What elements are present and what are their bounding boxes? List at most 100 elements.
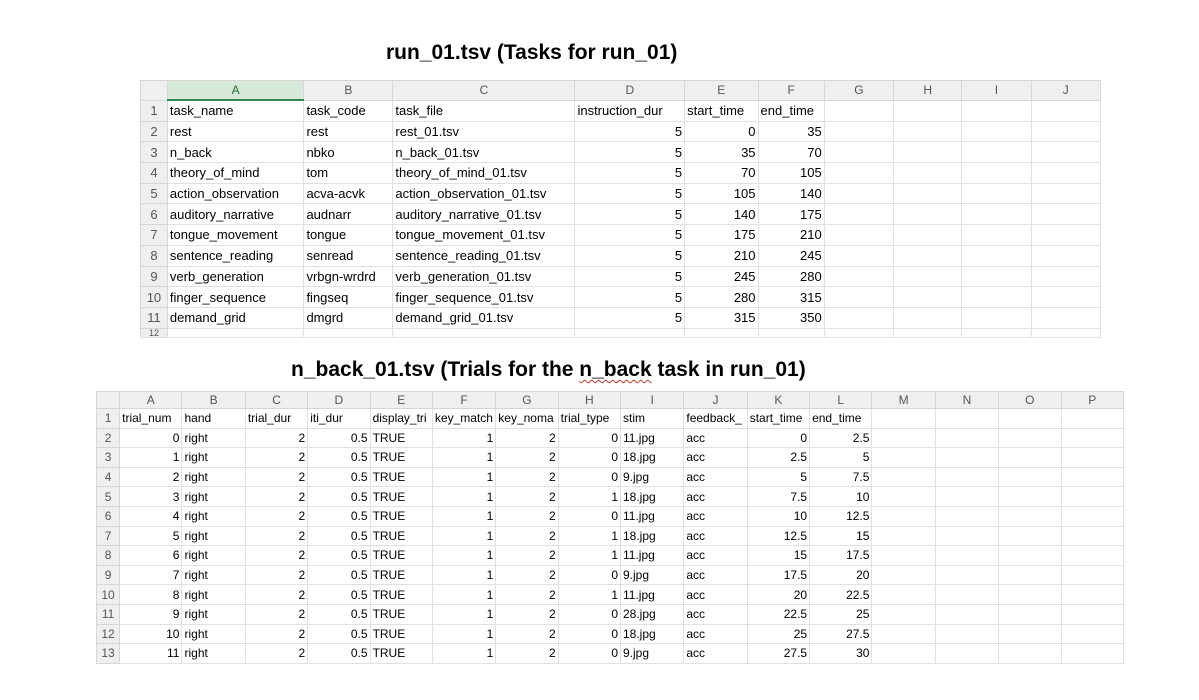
cell-a13[interactable]: 11 <box>119 643 183 664</box>
cell-g5[interactable]: 2 <box>495 486 559 507</box>
cell-g5[interactable] <box>823 182 895 205</box>
cell-h4[interactable] <box>893 162 963 184</box>
cell-i5[interactable] <box>961 182 1032 205</box>
cell-e3[interactable]: TRUE <box>369 447 433 468</box>
cell-j1[interactable]: feedback_ <box>683 408 748 429</box>
row-number[interactable]: 9 <box>140 265 168 288</box>
cell-p13[interactable] <box>1060 643 1125 664</box>
column-header-h[interactable]: H <box>893 80 963 101</box>
cell-i13[interactable]: 9.jpg <box>619 643 685 664</box>
cell-a2[interactable]: 0 <box>119 427 183 449</box>
cell-a1[interactable]: task_name <box>166 99 305 122</box>
cell-i7[interactable]: 18.jpg <box>619 525 685 547</box>
cell-m12[interactable] <box>871 623 936 645</box>
cell-n13[interactable] <box>934 643 1000 664</box>
column-header-p[interactable]: P <box>1060 391 1125 409</box>
cell-e7[interactable]: TRUE <box>369 525 433 547</box>
cell-c11[interactable]: 2 <box>244 603 309 625</box>
cell-m4[interactable] <box>871 466 936 488</box>
cell-l8[interactable]: 17.5 <box>809 545 873 566</box>
cell-f10[interactable]: 315 <box>757 286 825 308</box>
cell-e7[interactable]: 175 <box>684 224 759 246</box>
cell-e2[interactable]: 0 <box>684 120 759 143</box>
cell-p12[interactable] <box>1060 623 1125 645</box>
cell-b8[interactable]: senread <box>303 244 394 267</box>
cell-b2[interactable]: rest <box>303 120 394 143</box>
cell-d6[interactable]: 5 <box>574 203 686 226</box>
cell-k2[interactable]: 0 <box>746 427 811 449</box>
cell-k7[interactable]: 12.5 <box>746 525 811 547</box>
cell-f11[interactable]: 1 <box>431 603 497 625</box>
select-all-corner[interactable] <box>95 391 121 409</box>
cell-c12[interactable]: 2 <box>244 623 309 645</box>
cell-k8[interactable]: 15 <box>746 545 811 566</box>
cell-k13[interactable]: 27.5 <box>746 643 811 664</box>
row-number[interactable]: 3 <box>140 141 168 164</box>
cell-m7[interactable] <box>871 525 936 547</box>
cell-d1[interactable]: iti_dur <box>307 408 371 429</box>
cell-m6[interactable] <box>871 505 936 527</box>
cell-m10[interactable] <box>871 584 936 605</box>
cell-b4[interactable]: right <box>181 466 246 488</box>
column-header-b[interactable]: B <box>303 80 394 101</box>
column-header-j[interactable]: J <box>683 391 748 409</box>
cell-a3[interactable]: 1 <box>119 447 183 468</box>
cell-f8[interactable]: 245 <box>757 244 825 267</box>
cell-i1[interactable]: stim <box>619 408 685 429</box>
cell-c3[interactable]: n_back_01.tsv <box>392 141 576 164</box>
cell-g7[interactable]: 2 <box>495 525 559 547</box>
cell-g1[interactable]: key_noma <box>495 408 559 429</box>
cell-k3[interactable]: 2.5 <box>746 447 811 468</box>
cell-m5[interactable] <box>871 486 936 507</box>
cell-c1[interactable]: trial_dur <box>244 408 309 429</box>
cell-l11[interactable]: 25 <box>809 603 873 625</box>
cell-g13[interactable]: 2 <box>495 643 559 664</box>
cell-d6[interactable]: 0.5 <box>307 505 371 527</box>
column-header-l[interactable]: L <box>809 391 873 409</box>
column-header-i[interactable]: I <box>961 80 1032 101</box>
cell-c8[interactable]: sentence_reading_01.tsv <box>392 244 576 267</box>
cell-d12[interactable]: 0.5 <box>307 623 371 645</box>
cell-i2[interactable]: 11.jpg <box>619 427 685 449</box>
column-header-e[interactable]: E <box>684 80 759 101</box>
cell-h8[interactable]: 1 <box>557 545 622 566</box>
cell-d7[interactable]: 5 <box>574 224 686 246</box>
cell-e9[interactable]: TRUE <box>369 564 433 586</box>
cell-d3[interactable]: 5 <box>574 141 686 164</box>
cell-b11[interactable]: dmgrd <box>303 306 394 329</box>
cell-j8[interactable] <box>1030 244 1102 267</box>
cell-c8[interactable]: 2 <box>244 545 309 566</box>
cell-b10[interactable]: fingseq <box>303 286 394 308</box>
cell-a10[interactable]: finger_sequence <box>166 286 305 308</box>
cell-e9[interactable]: 245 <box>684 265 759 288</box>
cell-p10[interactable] <box>1060 584 1125 605</box>
cell-b5[interactable]: acva-acvk <box>303 182 394 205</box>
cell-c6[interactable]: 2 <box>244 505 309 527</box>
cell-n3[interactable] <box>934 447 1000 468</box>
cell-g4[interactable]: 2 <box>495 466 559 488</box>
cell-j1[interactable] <box>1030 99 1102 122</box>
cell-o8[interactable] <box>998 545 1062 566</box>
cell-p8[interactable] <box>1060 545 1125 566</box>
cell-l2[interactable]: 2.5 <box>809 427 873 449</box>
column-header-m[interactable]: M <box>871 391 936 409</box>
cell-c3[interactable]: 2 <box>244 447 309 468</box>
cell-d1[interactable]: instruction_dur <box>574 99 686 122</box>
cell-h10[interactable] <box>893 286 963 308</box>
cell-d2[interactable]: 5 <box>574 120 686 143</box>
cell-c9[interactable]: verb_generation_01.tsv <box>392 265 576 288</box>
cell-m3[interactable] <box>871 447 936 468</box>
cell-h10[interactable]: 1 <box>557 584 622 605</box>
cell-i10[interactable]: 11.jpg <box>619 584 685 605</box>
cell-o9[interactable] <box>998 564 1062 586</box>
cell-n8[interactable] <box>934 545 1000 566</box>
cell-c2[interactable]: rest_01.tsv <box>392 120 576 143</box>
cell-o12[interactable] <box>998 623 1062 645</box>
cell-e8[interactable]: 210 <box>684 244 759 267</box>
cell-j2[interactable] <box>1030 120 1102 143</box>
cell-f5[interactable]: 140 <box>757 182 825 205</box>
cell-h1[interactable] <box>893 99 963 122</box>
cell-i6[interactable] <box>961 203 1032 226</box>
cell-f13[interactable]: 1 <box>431 643 497 664</box>
cell-i2[interactable] <box>961 120 1032 143</box>
